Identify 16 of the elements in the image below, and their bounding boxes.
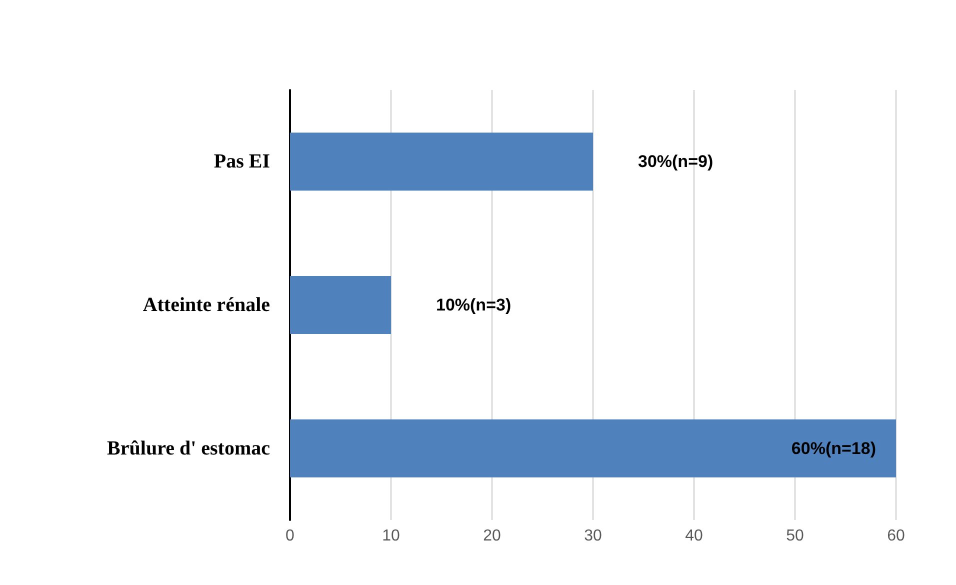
x-tick-label: 50	[786, 528, 804, 544]
bar	[290, 419, 896, 478]
x-tick-label: 60	[887, 528, 905, 544]
bar	[290, 132, 593, 191]
bar	[290, 276, 391, 334]
x-tick-label: 0	[286, 528, 295, 544]
y-tick-label: Brûlure d' estomac	[107, 437, 270, 460]
y-tick-label: Atteinte rénale	[142, 294, 270, 316]
data-label: 10%(n=3)	[436, 296, 512, 314]
x-tick-label: 30	[584, 528, 602, 544]
data-label: 30%(n=9)	[638, 152, 714, 172]
x-tick-label: 10	[382, 528, 400, 544]
x-tick-label: 40	[685, 528, 703, 544]
y-tick-label: Pas EI	[214, 150, 270, 173]
x-tick-label: 20	[483, 528, 501, 544]
data-label: 60%(n=18)	[791, 438, 876, 458]
